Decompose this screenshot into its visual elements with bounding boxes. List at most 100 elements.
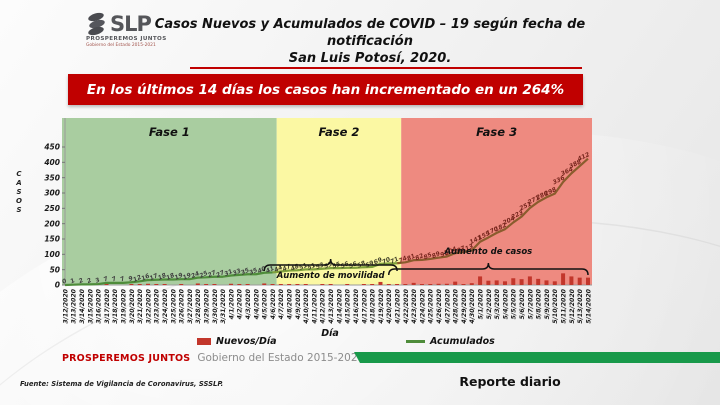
phase-label: Fase 1 <box>149 125 190 139</box>
bar-nuevos <box>154 284 159 285</box>
annotation-brace <box>263 258 398 272</box>
x-tick-label: 5/14/2020 <box>585 288 592 323</box>
data-label: 204 <box>502 215 516 227</box>
y-tick-label: 250 <box>44 204 60 213</box>
phase-band <box>401 118 592 285</box>
data-label: 412 <box>577 151 591 163</box>
x-tick-label: 4/12/2020 <box>320 288 327 323</box>
x-tick-label: 3/17/2020 <box>104 288 111 323</box>
increase-banner-text: En los últimos 14 días los casos han inc… <box>86 81 565 98</box>
x-tick-label: 4/8/2020 <box>287 288 294 319</box>
x-axis-title: Día <box>321 328 339 339</box>
x-tick-label: 5/10/2020 <box>552 288 559 323</box>
bar-nuevos <box>461 284 466 285</box>
covid-chart: Fase 1 Fase 2 Fase 30501001502002503003504… <box>44 118 592 324</box>
data-label: 223 <box>510 209 524 221</box>
x-tick-label: 3/28/2020 <box>195 288 202 323</box>
bar-nuevos <box>478 276 483 285</box>
bar-nuevos <box>552 281 557 285</box>
x-tick-label: 5/4/2020 <box>502 288 509 319</box>
report-title: Reporte diario <box>459 374 561 389</box>
x-tick-label: 4/29/2020 <box>461 288 468 323</box>
data-label: 47 <box>281 263 292 273</box>
data-label: 18 <box>165 272 176 282</box>
legend-acumulados-swatch <box>406 340 425 343</box>
data-label: 12 <box>132 274 143 284</box>
bar-nuevos <box>469 283 474 285</box>
data-label: 24 <box>190 270 201 280</box>
annotation-brace <box>388 262 589 276</box>
x-tick-label: 4/10/2020 <box>303 288 310 323</box>
bar-nuevos <box>245 284 250 285</box>
x-tick-label: 4/16/2020 <box>353 288 360 323</box>
data-label: 364 <box>560 166 574 178</box>
y-tick-label: 0 <box>55 281 60 290</box>
y-tick-label: 300 <box>44 189 60 198</box>
bar-nuevos <box>229 283 234 285</box>
bar-nuevos <box>320 284 325 285</box>
x-tick-label: 4/19/2020 <box>378 288 385 323</box>
phase-band <box>276 118 402 285</box>
data-label: 388 <box>568 159 582 171</box>
x-tick-label: 4/22/2020 <box>403 288 410 323</box>
x-tick-label: 3/12/2020 <box>62 288 69 323</box>
footer-brand-gray: Gobierno del Estado 2015-2021 <box>197 352 365 364</box>
data-label: 141 <box>469 234 483 246</box>
x-tick-label: 4/30/2020 <box>469 288 476 323</box>
logo-tagline: PROSPEREMOS JUNTOS <box>86 36 167 42</box>
x-tick-label: 3/14/2020 <box>79 288 86 323</box>
title-underline <box>190 67 582 69</box>
bar-nuevos <box>303 284 308 285</box>
x-tick-label: 4/24/2020 <box>419 288 426 323</box>
bar-nuevos <box>519 279 524 285</box>
x-tick-label: 3/25/2020 <box>170 288 177 323</box>
annotation-label: Aumento de movilidad <box>276 271 386 281</box>
logo-subline: Gobierno del Estado 2015-2021 <box>86 43 156 48</box>
bar-nuevos <box>403 284 408 285</box>
x-tick-label: 4/27/2020 <box>444 288 451 323</box>
x-tick-label: 3/20/2020 <box>129 288 136 323</box>
page-title: Casos Nuevos y Acumulados de COVID – 19 … <box>130 16 610 67</box>
data-label: 298 <box>543 186 557 198</box>
x-tick-label: 3/23/2020 <box>154 288 161 323</box>
bar-nuevos <box>146 283 151 285</box>
y-tick-label: 150 <box>44 235 60 244</box>
footer-brand: PROSPEREMOS JUNTOS Gobierno del Estado 2… <box>62 352 364 364</box>
data-label: 27 <box>215 269 226 279</box>
bar-nuevos <box>586 277 590 285</box>
bar-nuevos <box>361 284 366 285</box>
x-tick-label: 5/9/2020 <box>544 288 551 319</box>
x-tick-label: 3/29/2020 <box>204 288 211 323</box>
data-label: 70 <box>381 256 392 266</box>
data-label: 40 <box>257 265 268 275</box>
legend-nuevos: Nuevos/Día <box>197 336 277 347</box>
bar-nuevos <box>370 284 375 285</box>
x-tick-label: 4/2/2020 <box>237 288 244 319</box>
data-label: 2 <box>86 277 93 285</box>
x-tick-label: 4/3/2020 <box>245 288 252 319</box>
data-label: 51 <box>298 262 309 272</box>
y-tick-label: 450 <box>44 143 60 152</box>
x-tick-label: 5/11/2020 <box>560 288 567 323</box>
bar-nuevos <box>444 283 449 285</box>
slp-logo-icon <box>88 12 105 36</box>
data-label: 113 <box>460 243 474 255</box>
bar-nuevos <box>536 278 541 285</box>
bar-nuevos <box>378 281 383 285</box>
phase-label: Fase 2 <box>318 125 359 139</box>
bar-nuevos <box>179 284 184 285</box>
bar-nuevos <box>486 280 491 285</box>
bar-nuevos <box>295 284 300 285</box>
x-tick-label: 4/1/2020 <box>228 288 235 319</box>
bar-nuevos <box>411 282 416 285</box>
data-label: 27 <box>207 269 218 279</box>
y-tick-label: 100 <box>44 250 60 259</box>
increase-banner: En los últimos 14 días los casos han inc… <box>68 74 583 105</box>
x-tick-label: 5/8/2020 <box>536 288 543 319</box>
x-tick-label: 4/15/2020 <box>345 288 352 323</box>
data-label: 89 <box>431 250 442 260</box>
data-label: 35 <box>248 267 259 277</box>
x-tick-label: 3/16/2020 <box>96 288 103 323</box>
x-tick-label: 4/20/2020 <box>386 288 393 323</box>
data-label: 93 <box>439 249 450 259</box>
